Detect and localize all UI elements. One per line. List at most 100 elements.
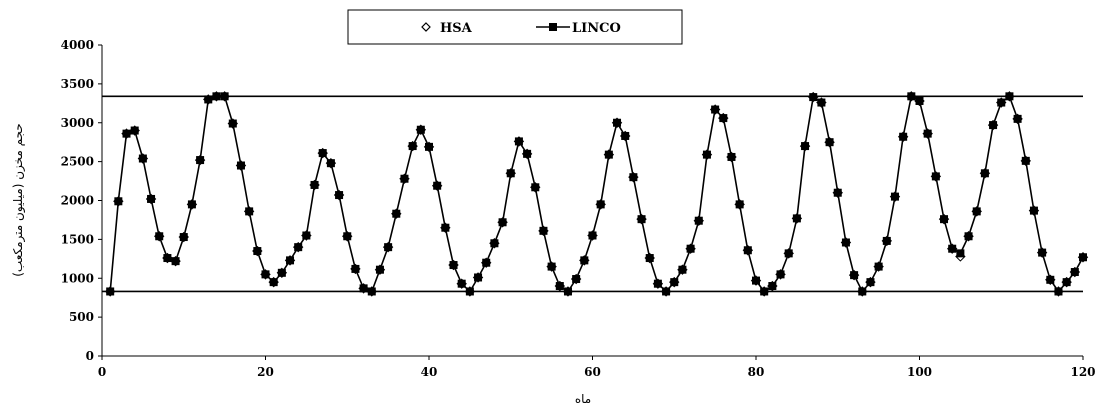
linco-line (109, 95, 1084, 293)
linco-point (882, 236, 891, 245)
x-tick-label: 40 (421, 365, 438, 379)
linco-point (752, 276, 760, 285)
linco-point (621, 131, 630, 140)
linco-point (171, 257, 180, 266)
y-tick-label: 0 (86, 349, 94, 363)
x-tick-label: 120 (1070, 365, 1095, 379)
linco-point (269, 278, 278, 287)
linco-point (482, 258, 491, 267)
linco-point (130, 126, 139, 135)
linco-point (596, 200, 605, 209)
linco-point (335, 191, 344, 200)
linco-point (147, 194, 156, 203)
x-tick-label: 100 (907, 365, 932, 379)
linco-point (236, 161, 245, 170)
linco-point (465, 287, 474, 296)
linco-point (408, 142, 417, 151)
linco-point (580, 256, 589, 265)
y-tick-label: 3000 (61, 116, 94, 130)
linco-point (318, 149, 327, 158)
linco-point (384, 243, 393, 252)
y-tick-label: 2500 (61, 155, 94, 169)
linco-point (817, 98, 826, 107)
x-tick-label: 80 (748, 365, 765, 379)
linco-point (1013, 114, 1022, 123)
linco-point (948, 244, 957, 253)
linco-point (604, 150, 613, 159)
linco-point (1046, 275, 1055, 284)
linco-point (326, 159, 335, 168)
x-tick-label: 60 (584, 365, 601, 379)
linco-point (743, 246, 752, 255)
linco-point (163, 254, 172, 263)
linco-point (114, 197, 123, 206)
linco-point (874, 262, 883, 271)
x-ticks: 0 20 40 60 80 100 120 (98, 356, 1096, 379)
linco-point (449, 261, 458, 270)
linco-point (400, 174, 409, 183)
y-tick-label: 4000 (61, 38, 94, 52)
linco-point (261, 270, 270, 279)
x-tick-label: 20 (257, 365, 274, 379)
linco-point (768, 282, 777, 291)
linco-point (196, 156, 205, 165)
linco-point (531, 183, 540, 192)
linco-point (572, 275, 581, 284)
linco-point (727, 152, 736, 161)
linco-point (547, 262, 556, 271)
linco-point (956, 249, 965, 258)
linco-point (670, 278, 679, 287)
linco-point (179, 233, 188, 242)
linco-point (416, 125, 425, 134)
legend-label-linco: LINCO (572, 21, 621, 36)
linco-point (784, 249, 793, 258)
linco-point (923, 129, 932, 138)
linco-point (359, 284, 368, 293)
linco-point (858, 287, 867, 296)
linco-point (310, 180, 319, 189)
linco-point (866, 278, 875, 287)
series-linco (106, 92, 1087, 296)
linco-point (294, 243, 303, 252)
linco-point (1062, 278, 1071, 287)
x-axis-title: ماه (575, 392, 591, 406)
linco-point (506, 169, 515, 178)
linco-point (653, 279, 662, 288)
y-tick-label: 1500 (61, 232, 94, 246)
linco-point (253, 247, 262, 256)
linco-point (1038, 248, 1047, 257)
series-hsa (104, 91, 1089, 297)
linco-point (523, 149, 532, 158)
axes (101, 45, 1083, 357)
linco-point (343, 232, 352, 241)
linco-point (474, 273, 483, 282)
y-tick-label: 500 (69, 310, 94, 324)
linco-point (1029, 206, 1038, 215)
legend-box (347, 9, 683, 45)
linco-point (441, 223, 450, 232)
linco-point (375, 265, 384, 274)
linco-point (138, 154, 147, 163)
linco-point (613, 118, 622, 127)
linco-point (629, 173, 638, 182)
linco-point (302, 231, 311, 240)
x-tick-label: 0 (98, 365, 106, 379)
y-ticks: 0 500 1000 1500 2000 2500 3000 3500 4000 (61, 38, 102, 363)
linco-point (204, 95, 213, 104)
linco-point (106, 287, 115, 296)
linco-point (645, 254, 654, 263)
linco-point (212, 92, 221, 101)
linco-point (997, 98, 1006, 107)
linco-point (1079, 253, 1087, 262)
linco-point (555, 282, 564, 291)
legend-label-hsa: HSA (440, 21, 473, 36)
linco-point (1005, 92, 1014, 101)
linco-point (964, 232, 973, 241)
legend: HSA LINCO (347, 9, 683, 45)
linco-point (228, 119, 237, 128)
linco-point (776, 270, 785, 279)
series-layer (104, 91, 1089, 297)
linco-point (367, 287, 376, 296)
linco-point (588, 231, 597, 240)
